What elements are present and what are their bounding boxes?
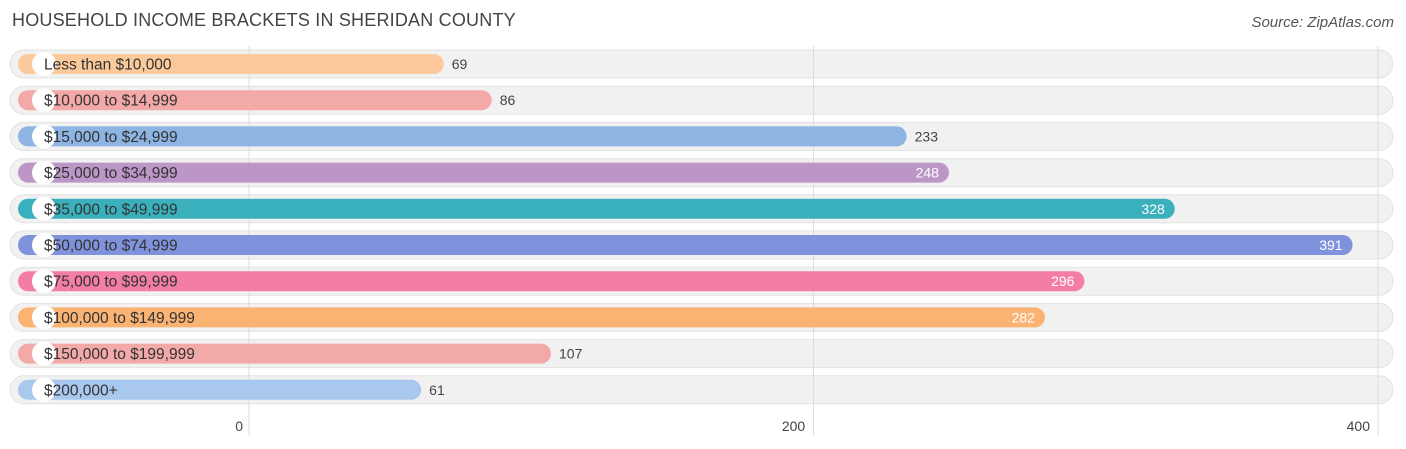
- bar: [18, 90, 492, 111]
- category-pill: [32, 377, 56, 402]
- x-axis: 0 200 400: [235, 418, 1370, 434]
- value-label: 86: [500, 92, 516, 108]
- value-label: 328: [1141, 201, 1165, 217]
- category-label: $150,000 to $199,999: [44, 346, 195, 363]
- category-label: Less than $10,000: [44, 57, 172, 74]
- bar: [18, 54, 444, 74]
- value-label: 69: [452, 56, 468, 72]
- category-pill: [32, 52, 56, 76]
- source-label: Source: ZipAtlas.com: [1251, 14, 1394, 31]
- category-pill: [32, 305, 56, 330]
- value-label: 391: [1319, 237, 1343, 253]
- category-pill: [32, 269, 56, 294]
- value-label: 107: [559, 346, 583, 362]
- bar: [18, 271, 1085, 292]
- value-label: 282: [1012, 309, 1036, 325]
- category-label: $25,000 to $34,999: [44, 165, 178, 182]
- value-label: 248: [916, 165, 940, 181]
- bar: [18, 162, 949, 183]
- category-label: $200,000+: [44, 382, 118, 399]
- category-label: $35,000 to $49,999: [44, 201, 178, 218]
- bars: Less than $10,000 69 $10,000 to $14,999 86 $…: [18, 52, 1353, 402]
- bar: [18, 343, 552, 364]
- bar: [18, 307, 1045, 328]
- tick-label: 200: [782, 418, 806, 434]
- bar: [18, 198, 1175, 219]
- category-pill: [32, 88, 56, 113]
- bar: [18, 126, 907, 147]
- category-pill: [32, 233, 56, 257]
- value-label: 296: [1051, 273, 1075, 289]
- category-pill: [32, 196, 56, 221]
- category-label: $75,000 to $99,999: [44, 274, 178, 291]
- category-pill: [32, 160, 56, 185]
- value-label: 233: [915, 128, 939, 144]
- category-label: $50,000 to $74,999: [44, 238, 178, 255]
- bar: [18, 379, 422, 400]
- category-label: $10,000 to $14,999: [44, 93, 178, 110]
- category-pill: [32, 124, 56, 149]
- tick-label: 0: [235, 418, 243, 434]
- chart-title: HOUSEHOLD INCOME BRACKETS IN SHERIDAN CO…: [12, 10, 516, 30]
- category-pill: [32, 341, 56, 366]
- value-label: 61: [429, 382, 445, 398]
- category-label: $100,000 to $149,999: [44, 310, 195, 327]
- bar: [18, 235, 1353, 255]
- category-label: $15,000 to $24,999: [44, 129, 178, 146]
- tick-label: 400: [1347, 418, 1371, 434]
